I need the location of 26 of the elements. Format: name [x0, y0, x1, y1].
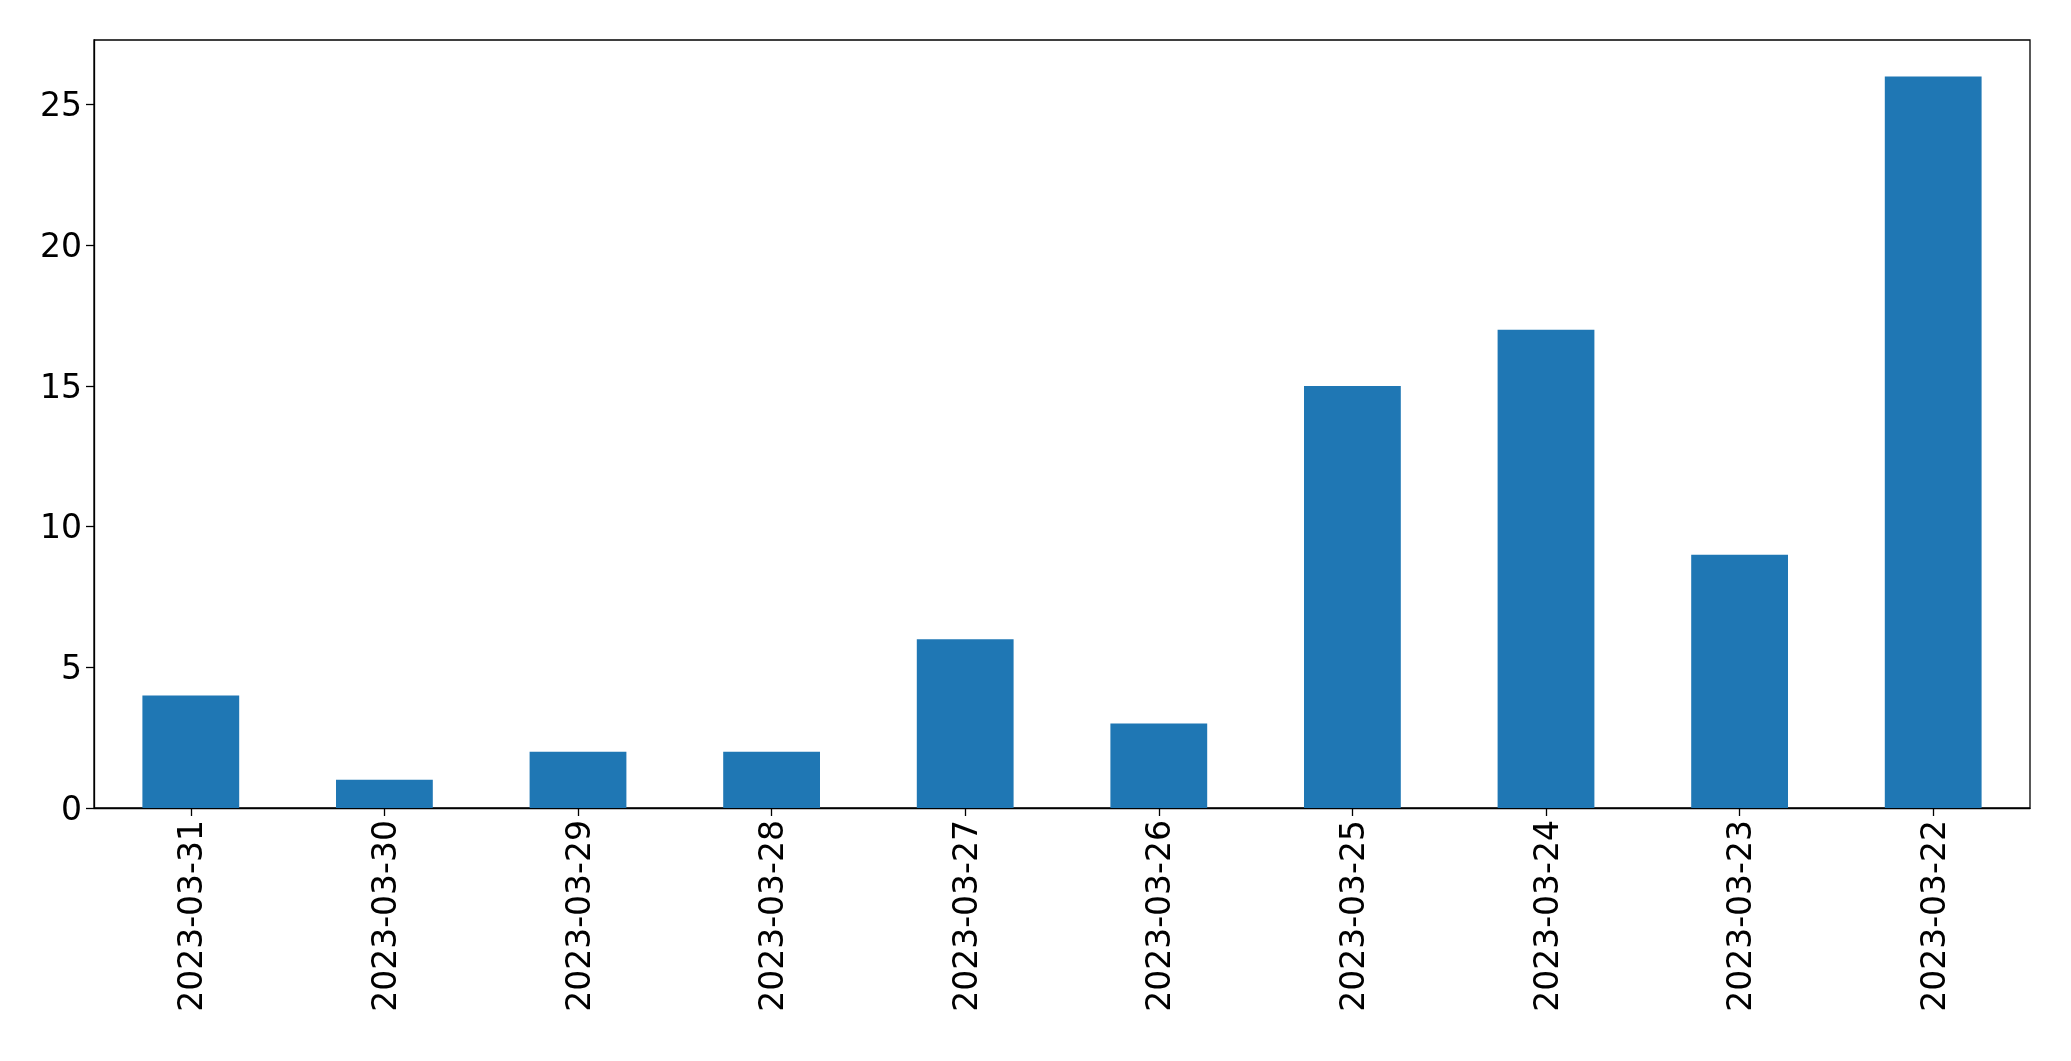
y-tick-label: 20 — [40, 225, 82, 265]
bar — [916, 639, 1014, 808]
y-tick-label: 0 — [61, 788, 82, 828]
x-tick-label: 2023-03-27 — [945, 820, 985, 1012]
bar — [1304, 386, 1401, 808]
y-tick-label: 5 — [61, 647, 82, 687]
x-tick-label: 2023-03-24 — [1526, 820, 1566, 1012]
y-tick-label: 15 — [40, 366, 82, 406]
x-tick-label: 2023-03-25 — [1332, 820, 1372, 1012]
x-tick-label: 2023-03-29 — [558, 820, 598, 1012]
bar — [336, 779, 433, 808]
x-tick-label: 2023-03-23 — [1720, 820, 1760, 1012]
bar — [1497, 329, 1595, 808]
x-tick-label: 2023-03-30 — [364, 820, 404, 1012]
y-tick-label: 10 — [40, 507, 82, 547]
y-tick-label: 25 — [40, 85, 82, 125]
x-tick-label: 2023-03-26 — [1139, 820, 1179, 1012]
x-tick-label: 2023-03-31 — [171, 820, 211, 1012]
bar — [1884, 76, 1982, 808]
bar — [529, 751, 627, 808]
x-tick-label: 2023-03-28 — [752, 820, 792, 1012]
bar — [1110, 723, 1208, 808]
x-tick-label: 2023-03-22 — [1913, 820, 1953, 1012]
bar — [723, 751, 820, 808]
bar — [1691, 554, 1788, 808]
bar — [142, 695, 240, 808]
